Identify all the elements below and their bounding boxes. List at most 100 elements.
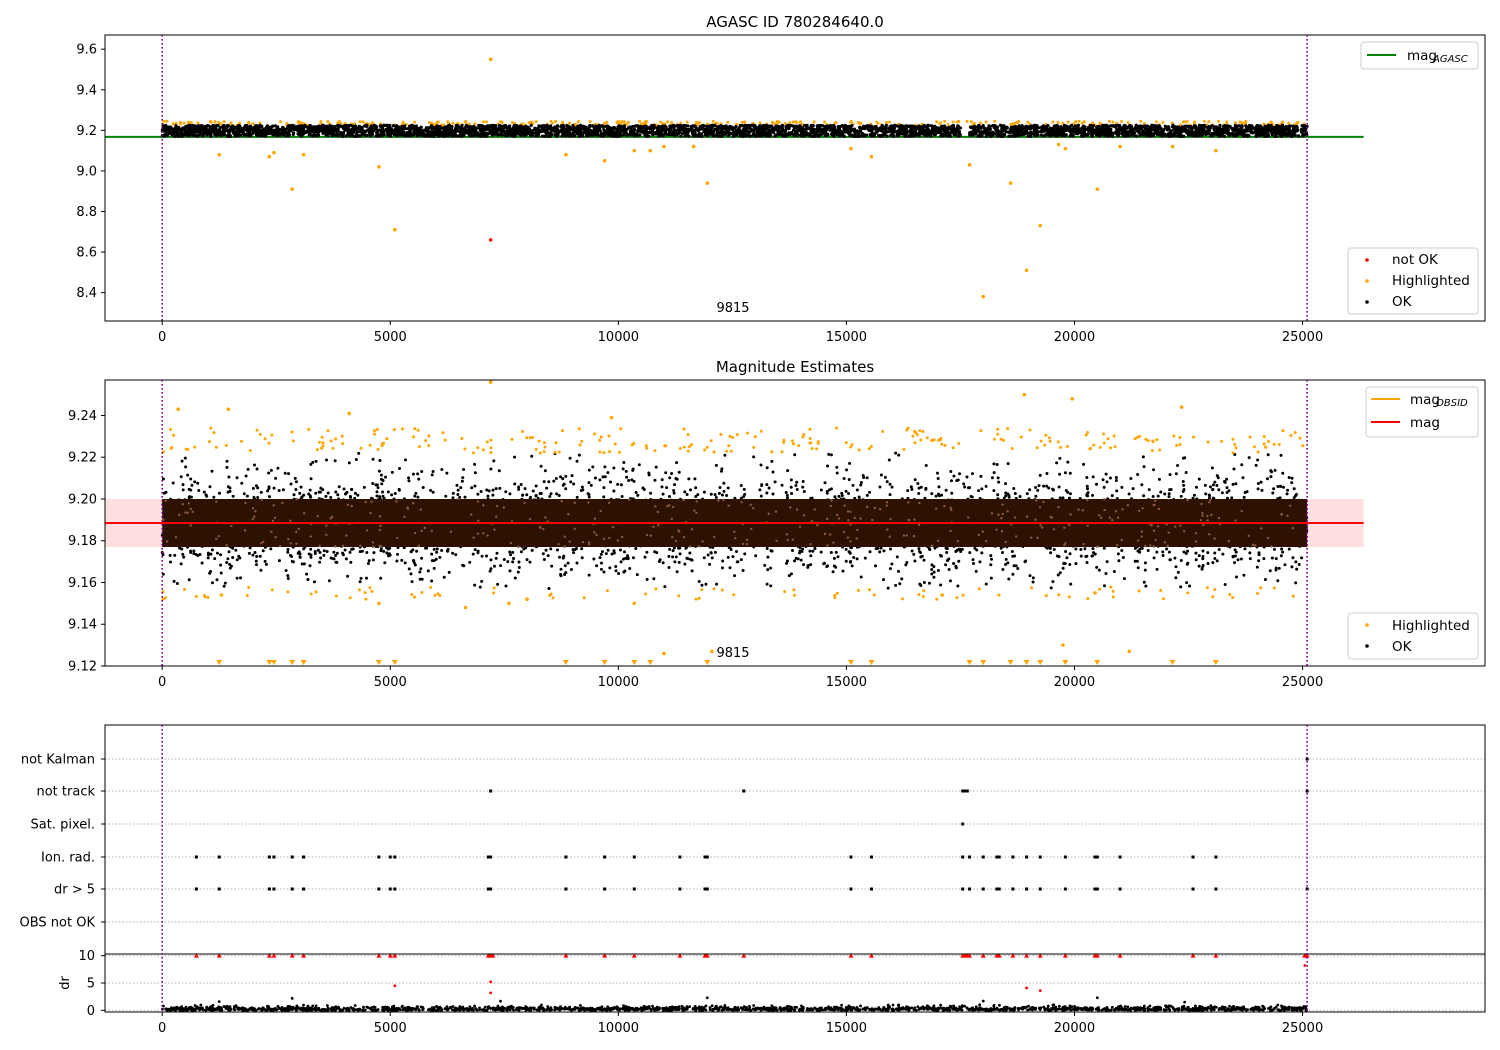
ok-point xyxy=(334,490,338,494)
ok-point xyxy=(731,134,736,138)
ok-point xyxy=(844,547,848,551)
highlighted-point xyxy=(1074,120,1078,124)
highlighted-point xyxy=(510,120,514,124)
highlighted-point xyxy=(208,119,212,123)
ok-point xyxy=(696,133,700,137)
ok-point xyxy=(1033,125,1038,129)
ok-point xyxy=(371,457,375,461)
ok-point xyxy=(498,124,502,128)
ok-point xyxy=(1209,126,1213,130)
ok-point xyxy=(451,128,455,133)
highlighted-point xyxy=(638,119,642,123)
ok-point xyxy=(645,550,649,554)
ok-point xyxy=(584,131,588,135)
ok-point xyxy=(1062,131,1066,135)
ok-point xyxy=(553,130,557,134)
ok-point xyxy=(328,131,332,135)
ok-point xyxy=(1297,134,1301,138)
ok-point xyxy=(685,492,689,496)
ok-point xyxy=(1042,129,1046,133)
ok-point xyxy=(1264,134,1269,138)
highlighted-point xyxy=(217,152,222,157)
ok-point xyxy=(379,124,383,128)
ok-point xyxy=(1118,123,1122,128)
highlighted-point xyxy=(377,165,381,169)
ok-point xyxy=(790,131,794,135)
ok-point xyxy=(773,134,777,138)
ok-point xyxy=(1295,124,1299,129)
ok-point xyxy=(513,129,517,133)
ok-point xyxy=(1017,132,1021,136)
ok-point xyxy=(214,123,219,128)
ok-point xyxy=(693,124,697,128)
legend-ok-marker xyxy=(1365,300,1369,304)
ok-point xyxy=(980,130,984,134)
ok-point xyxy=(977,123,981,127)
ok-point xyxy=(958,134,962,138)
ok-point xyxy=(374,125,379,129)
ok-point xyxy=(217,129,221,133)
ok-point xyxy=(695,126,699,130)
highlighted-point xyxy=(401,120,405,124)
ok-point xyxy=(428,126,432,130)
ok-point xyxy=(497,132,501,136)
highlighted-point xyxy=(551,121,555,125)
ok-point xyxy=(713,127,717,131)
ok-point xyxy=(1149,134,1153,138)
ok-point xyxy=(580,125,584,129)
ok-point xyxy=(288,129,292,133)
ok-point xyxy=(795,126,799,130)
ok-point xyxy=(655,130,659,134)
ok-point xyxy=(548,124,552,129)
highlighted-point xyxy=(1183,120,1187,124)
ok-point xyxy=(547,134,551,138)
ok-point xyxy=(987,124,991,128)
highlighted-point xyxy=(1066,120,1070,124)
ok-point xyxy=(333,459,337,463)
ok-point xyxy=(1067,125,1071,129)
ok-point xyxy=(544,548,548,552)
ok-point xyxy=(311,133,315,138)
ok-point xyxy=(942,132,946,136)
ok-point xyxy=(447,570,451,574)
ok-point xyxy=(702,130,706,134)
ok-point xyxy=(1101,124,1105,128)
ok-point xyxy=(951,124,956,128)
ok-point xyxy=(713,133,718,138)
legend-ok-label: OK xyxy=(1392,294,1413,310)
ok-point xyxy=(702,490,706,494)
ok-point xyxy=(870,126,875,130)
panel2-title: Magnitude Estimates xyxy=(716,358,874,376)
ok-point xyxy=(561,129,565,133)
highlighted-point xyxy=(534,120,538,124)
ok-point xyxy=(638,133,642,137)
ok-point xyxy=(622,461,626,465)
ok-point xyxy=(354,126,358,130)
ok-point xyxy=(720,566,724,570)
ok-point xyxy=(422,128,426,132)
ok-point xyxy=(742,133,746,137)
ok-point xyxy=(788,123,793,128)
ok-point xyxy=(1182,129,1186,133)
ok-point xyxy=(467,133,472,137)
ok-point xyxy=(645,134,649,138)
highlighted-point xyxy=(834,121,838,125)
ok-point xyxy=(1069,128,1073,132)
highlighted-point xyxy=(1238,120,1242,124)
ok-point xyxy=(815,124,820,129)
ok-point xyxy=(924,128,928,132)
highlighted-point xyxy=(935,120,939,124)
highlighted-point xyxy=(1091,121,1095,125)
ok-point xyxy=(649,125,653,129)
ok-point xyxy=(580,547,584,551)
ok-point xyxy=(175,128,179,132)
highlighted-point xyxy=(588,120,592,124)
ok-point xyxy=(1240,124,1244,128)
highlighted-point xyxy=(1207,120,1211,124)
ok-point xyxy=(503,132,507,137)
ok-point xyxy=(761,128,765,132)
ok-point xyxy=(286,134,291,138)
ok-point xyxy=(1029,134,1033,138)
ok-point xyxy=(402,130,406,134)
